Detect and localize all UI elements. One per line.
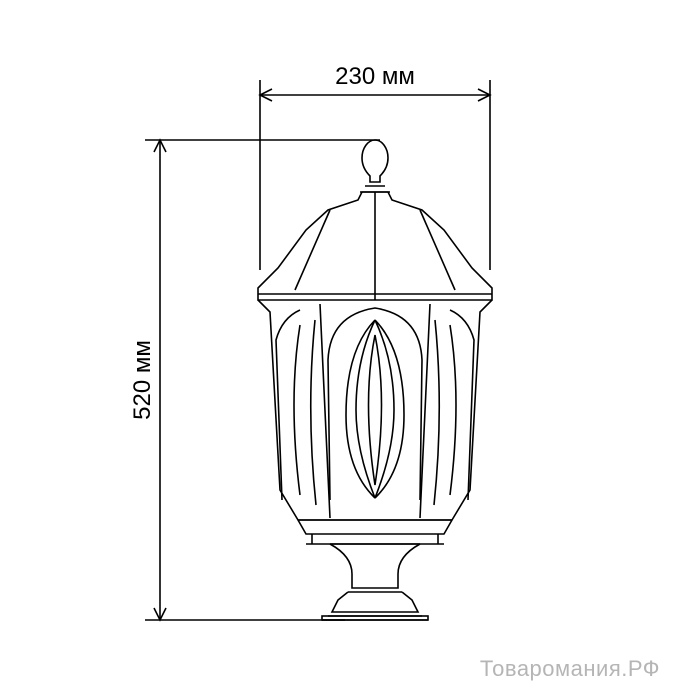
width-label: 230 мм (335, 63, 415, 90)
lantern-diagram: 230 мм 520 мм (0, 0, 700, 700)
height-dimension: 520 мм (129, 140, 380, 620)
watermark: Товаромания.РФ (480, 656, 660, 682)
tracery-left (276, 310, 316, 505)
height-label: 520 мм (129, 340, 156, 420)
tracery-right (434, 310, 474, 505)
tracery (328, 308, 422, 500)
lantern-outline (258, 140, 492, 620)
